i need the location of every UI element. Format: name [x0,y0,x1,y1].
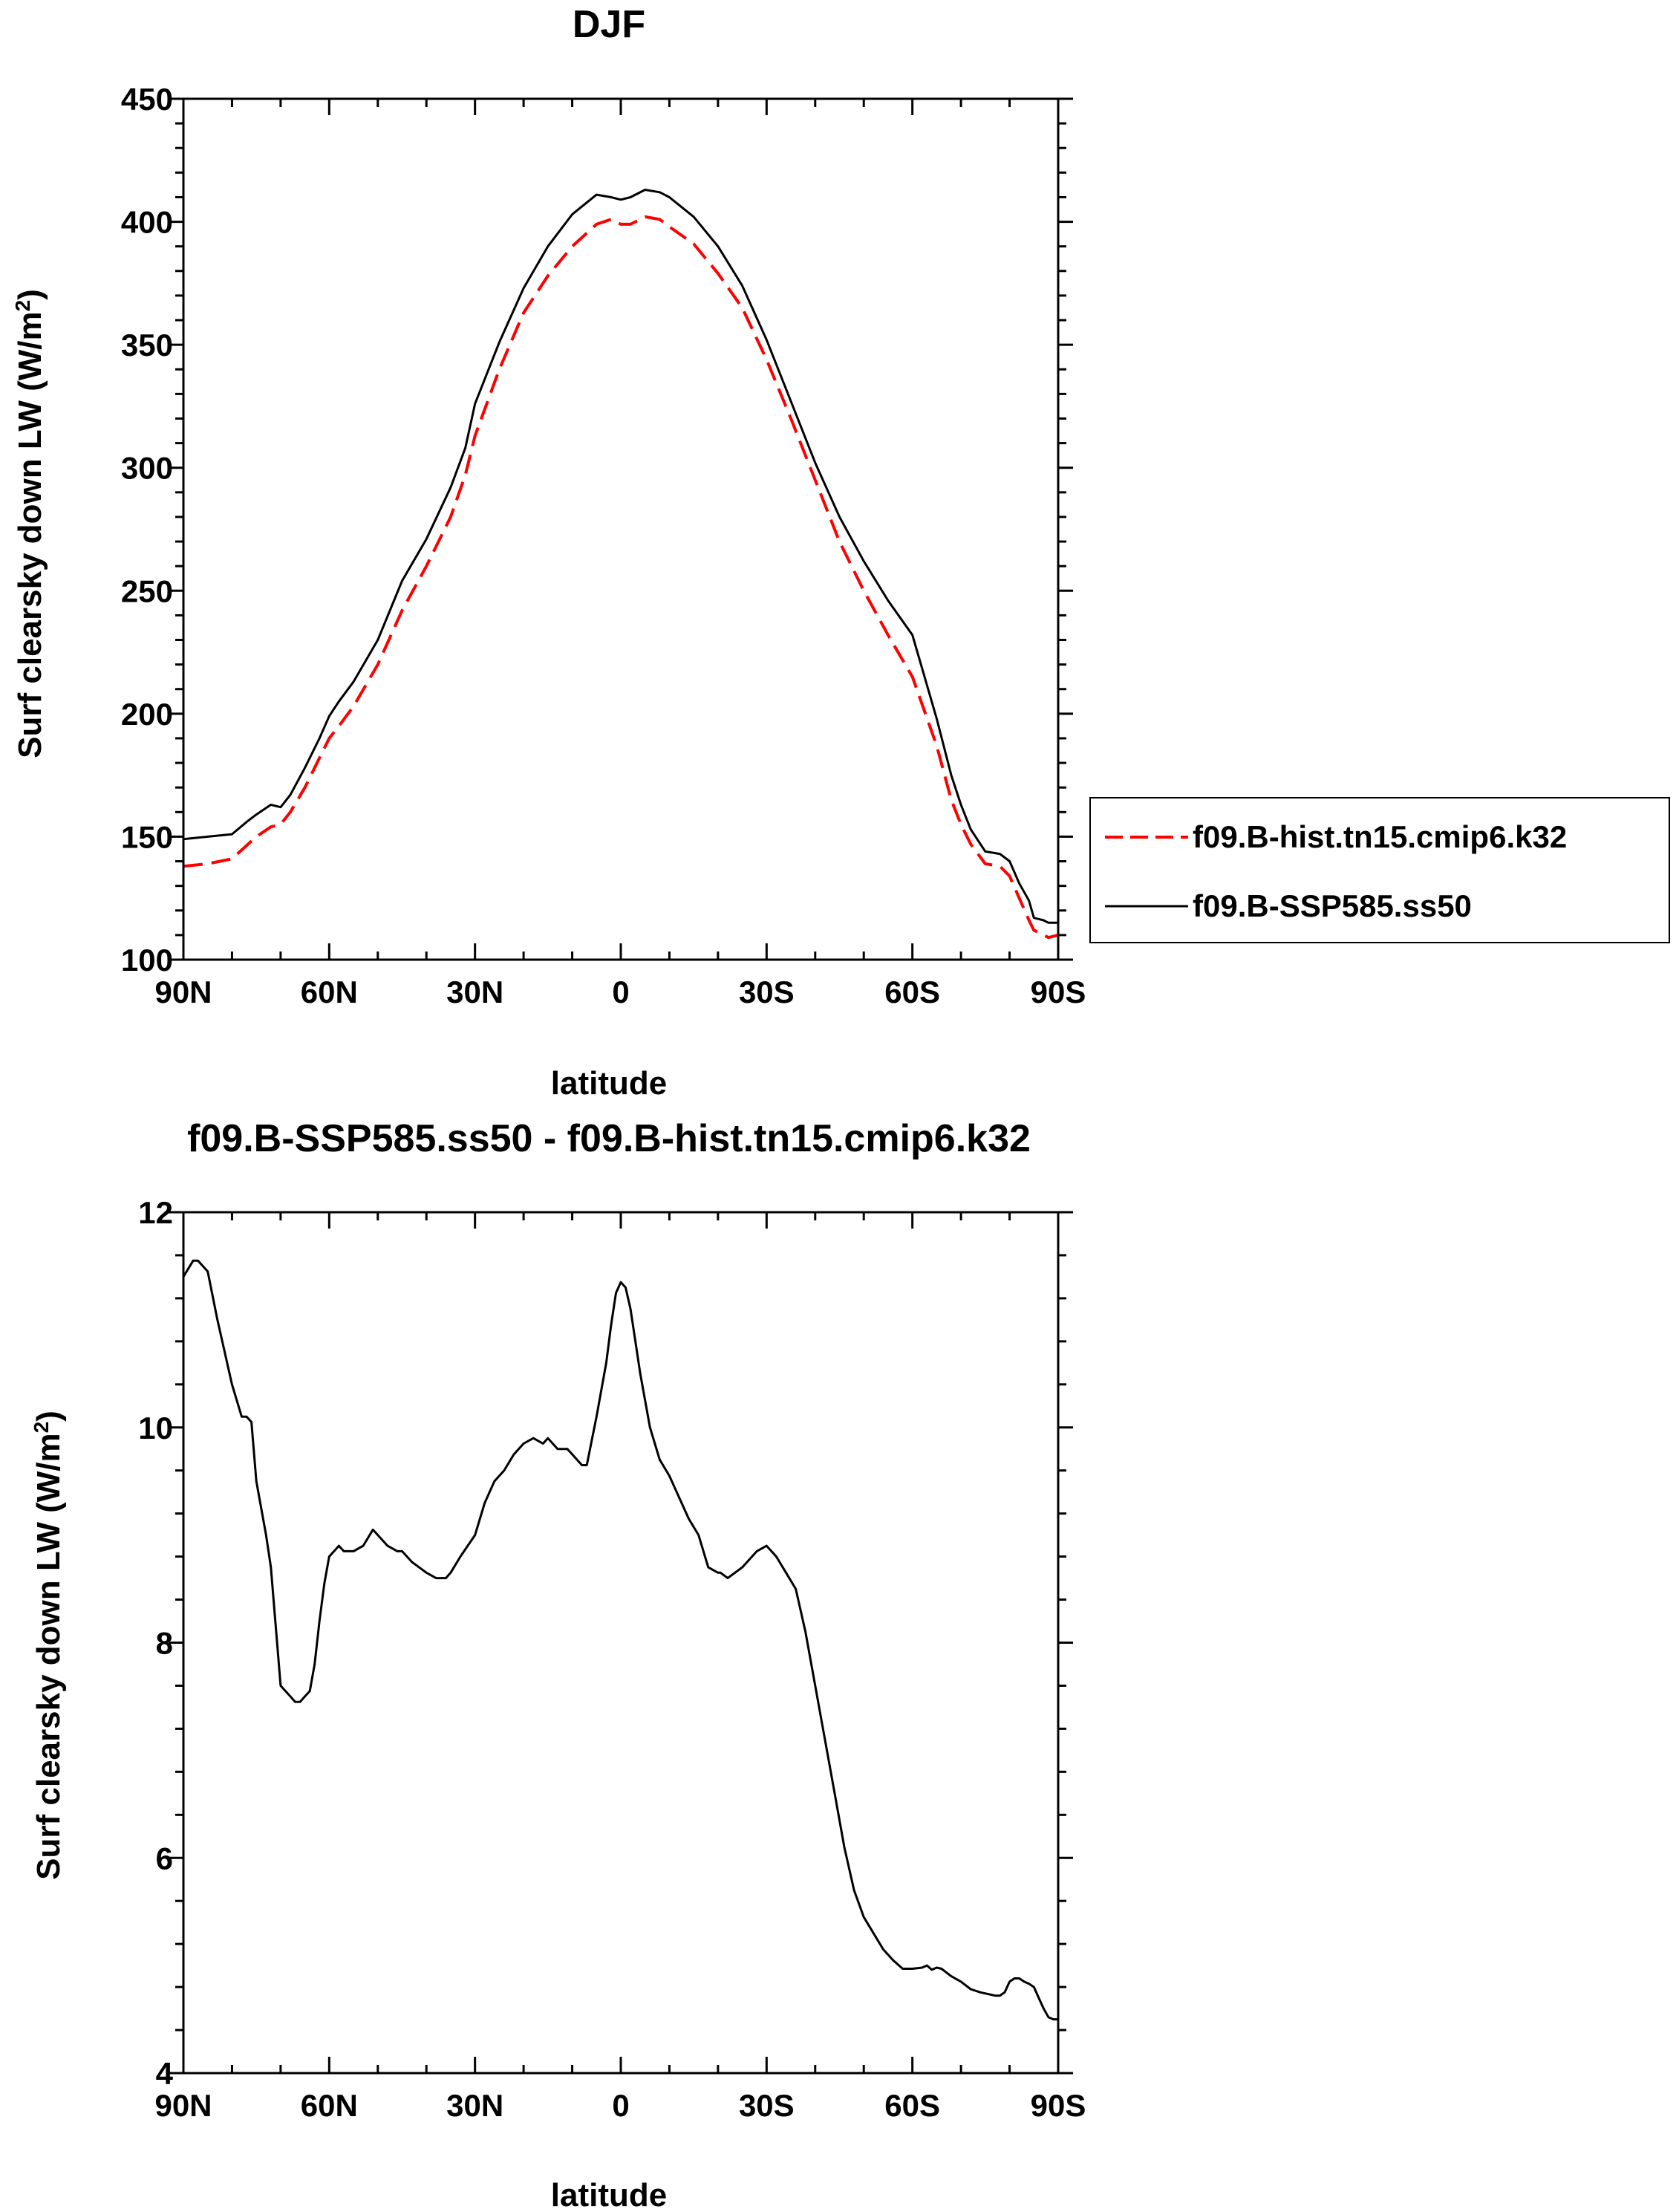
bottom-chart-title: f09.B-SSP585.ss50 - f09.B-hist.tn15.cmip… [187,1117,1031,1160]
top-y-tick-label: 250 [121,573,173,608]
top-x-tick-label: 30S [739,975,795,1009]
top-y-tick-label: 400 [121,205,173,240]
bottom-chart-panel: f09.B-SSP585.ss50 - f09.B-hist.tn15.cmip… [30,1117,1086,2212]
top-y-tick-label: 100 [121,943,173,977]
bottom-x-tick-label: 30N [446,2088,503,2123]
bottom-x-axis-title: latitude [551,2177,667,2212]
top-y-tick-label: 150 [121,819,173,854]
top-x-tick-label: 60S [884,975,940,1009]
bottom-y-tick-label: 4 [156,2056,174,2091]
bottom-x-tick-label: 90N [154,2088,212,2123]
top-chart-panel: DJF 90N 60N 30N 0 30S 60S 90S 100 150 200 250 300 35… [11,3,1670,1102]
top-plot-frame [182,97,1060,961]
top-chart-title: DJF [573,3,645,46]
bottom-y-tick-label: 8 [156,1626,173,1661]
top-series-line-f09.B-SSP585.ss50 [183,189,1058,924]
legend-box [1089,797,1670,943]
top-y-axis-title: Surf clearsky down LW (W/m2) [11,289,49,758]
top-series-line-f09.B-hist.tn15.cmip6.k32 [183,215,1058,940]
top-x-axis-title: latitude [551,1065,667,1102]
top-x-tick-label: 60N [301,975,358,1009]
bottom-x-tick-label: 60S [884,2088,940,2123]
bottom-y-axis-title: Surf clearsky down LW (W/m2) [30,1411,68,1880]
top-y-tick-label: 450 [121,82,173,117]
bottom-x-tick-label: 0 [612,2088,629,2123]
bottom-y-tick-label: 6 [156,1841,173,1876]
legend-label-hist: f09.B-hist.tn15.cmip6.k32 [1193,819,1567,854]
top-plot-area: 90N 60N 30N 0 30S 60S 90S 100 150 200 250 300 350 400… [121,82,1086,1009]
legend-label-ssp585: f09.B-SSP585.ss50 [1193,888,1472,923]
bottom-y-tick-label: 12 [138,1195,173,1230]
top-x-tick-label: 30N [446,975,503,1009]
top-x-tick-label: 90N [154,975,212,1009]
top-y-tick-label: 350 [121,328,173,362]
top-y-tick-label: 300 [121,451,173,486]
bottom-plot-frame [182,1211,1060,2075]
bottom-series-line-difference [183,1259,1058,2021]
bottom-plot-area: 90N 60N 30N 0 30S 60S 90S 4 6 8 10 12 [138,1195,1086,2123]
top-x-tick-label: 0 [612,975,629,1009]
top-x-tick-label: 90S [1031,975,1086,1009]
bottom-x-tick-label: 30S [739,2088,795,2123]
top-y-tick-label: 200 [121,697,173,732]
bottom-x-tick-label: 90S [1031,2088,1086,2123]
legend: f09.B-hist.tn15.cmip6.k32 f09.B-SSP585.s… [1089,797,1670,943]
bottom-x-tick-label: 60N [301,2088,358,2123]
bottom-y-tick-label: 10 [138,1411,173,1445]
